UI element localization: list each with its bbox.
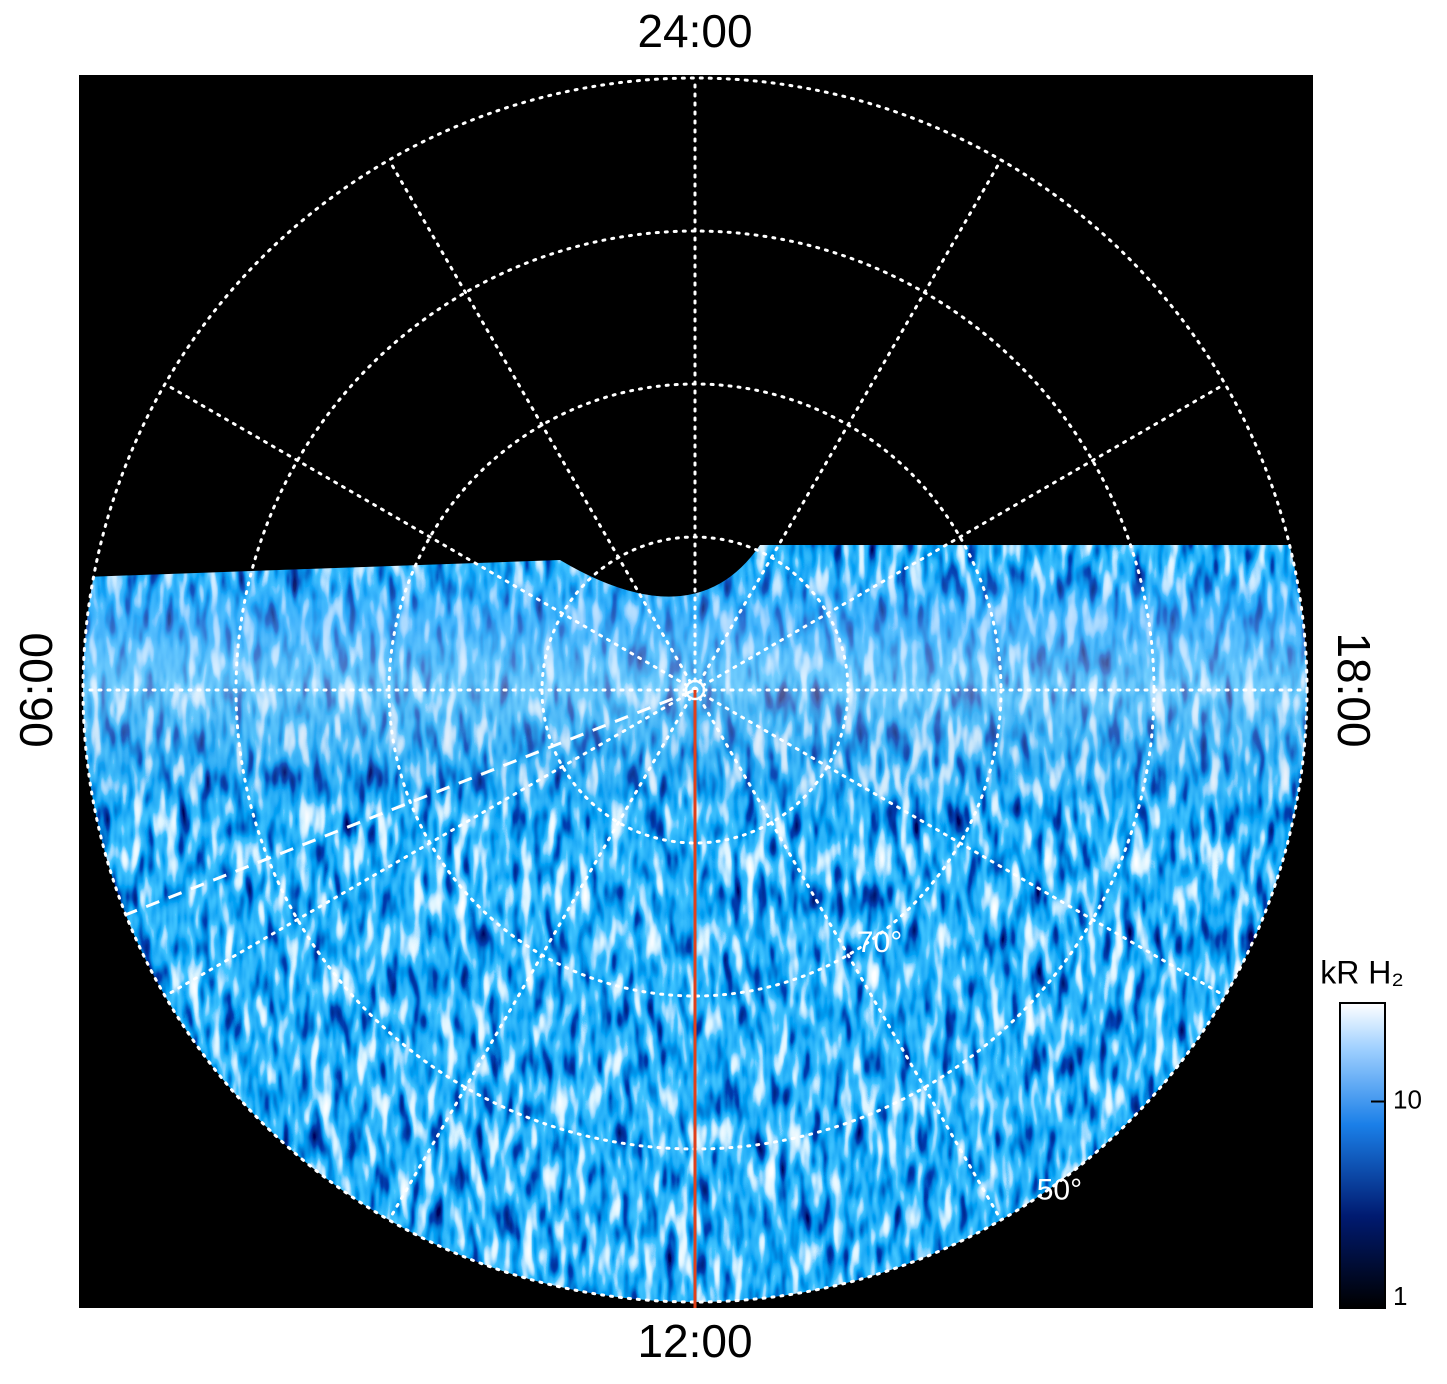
latitude-label: 70°	[857, 926, 902, 959]
grid	[81, 76, 1309, 1304]
meridian-line	[387, 158, 697, 692]
colorbar-tick-label: 10	[1393, 1084, 1422, 1114]
latitude-label: 50°	[1037, 1174, 1082, 1207]
meridian-line	[387, 688, 697, 1222]
hour-label: 18:00	[1328, 632, 1380, 747]
hour-label: 24:00	[637, 5, 752, 57]
colorbar	[1339, 1002, 1386, 1309]
meridian-line	[163, 382, 697, 692]
latitude-ring	[81, 76, 1309, 1304]
dashed-meridian	[124, 688, 696, 917]
pole-marker	[684, 679, 706, 701]
colorbar-tick-label: 1	[1393, 1281, 1407, 1311]
meridian-line	[693, 158, 1003, 692]
colorbar-label: kR H₂	[1320, 954, 1404, 990]
meridian-line	[693, 382, 1227, 692]
meridian-line	[693, 688, 1003, 1222]
hour-label: 12:00	[637, 1315, 752, 1367]
hour-label: 06:00	[10, 632, 62, 747]
meridian-line	[693, 688, 1227, 998]
meridian-line	[163, 688, 697, 998]
